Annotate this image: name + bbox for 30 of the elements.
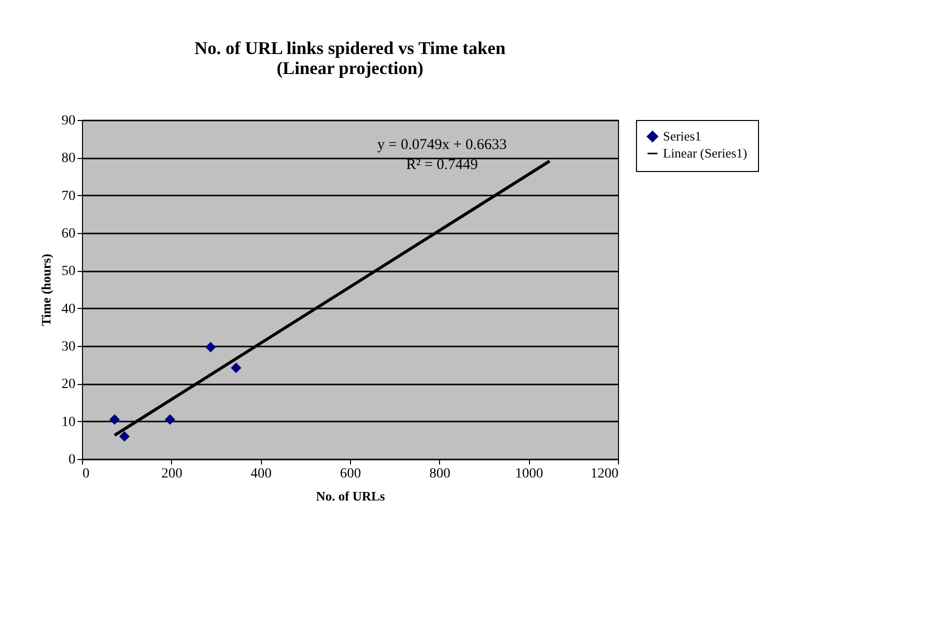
point bbox=[205, 342, 216, 352]
x-tick-label: 1200 bbox=[590, 466, 618, 482]
y-axis-title: Time (hours) bbox=[38, 254, 54, 326]
x-axis-title: No. of URLs bbox=[316, 488, 385, 504]
x-tick-label: 800 bbox=[429, 466, 450, 482]
y-tick-label: 60 bbox=[62, 226, 76, 242]
text: (Linear projection) bbox=[276, 58, 424, 78]
y-tick-label: 10 bbox=[62, 414, 76, 430]
legend-label: Linear (Series1) bbox=[663, 146, 748, 160]
x-tick-label: 1000 bbox=[515, 466, 544, 482]
annotation: R² = 0.7449 bbox=[406, 157, 478, 173]
annotation: y = 0.0749x + 0.6633 bbox=[377, 137, 507, 153]
y-tick-label: 20 bbox=[62, 377, 76, 392]
y-tick-label: 0 bbox=[68, 452, 76, 468]
y-tick-label: 30 bbox=[62, 340, 76, 354]
y-tick-label: 80 bbox=[62, 151, 76, 166]
point bbox=[230, 362, 242, 374]
point bbox=[164, 414, 176, 425]
y-tick-label: 40 bbox=[62, 302, 76, 317]
text: No. of URL links spidered vs Time taken bbox=[194, 38, 506, 58]
y-tick-label: 90 bbox=[62, 114, 76, 128]
point bbox=[119, 431, 130, 442]
x-tick-label: 0 bbox=[82, 466, 90, 482]
legend-label: Series1 bbox=[663, 128, 702, 144]
point bbox=[109, 414, 120, 425]
y-tick-label: 50 bbox=[62, 264, 76, 280]
x-tick-label: 600 bbox=[340, 466, 361, 482]
x-tick-label: 200 bbox=[161, 466, 182, 482]
x-tick-label: 400 bbox=[250, 466, 272, 482]
y-tick-label: 70 bbox=[62, 188, 76, 204]
